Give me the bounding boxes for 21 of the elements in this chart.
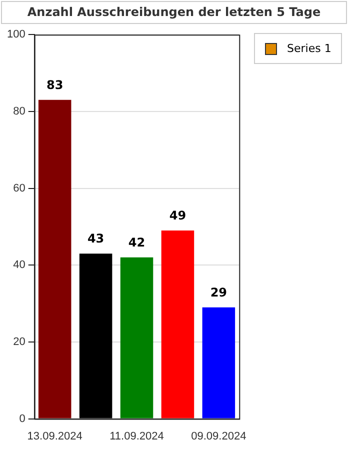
chart-title: Anzahl Ausschreibungen der letzten 5 Tage — [1, 1, 347, 24]
text: Series 1 — [287, 42, 332, 55]
x-tick-label: 13.09.2024 — [27, 430, 82, 442]
bar — [120, 257, 154, 418]
bar — [161, 230, 194, 418]
x-tick-label: 09.09.2024 — [191, 430, 246, 442]
y-tick-label: 60 — [13, 182, 26, 194]
x-tick-label: 11.09.2024 — [110, 430, 164, 442]
data-label: 29 — [210, 286, 228, 300]
y-tick-label: 0 — [19, 412, 26, 425]
data-label: 43 — [87, 232, 104, 246]
bar — [202, 307, 236, 418]
bar — [79, 254, 112, 418]
y-tick-label: 40 — [13, 259, 26, 272]
data-label: 49 — [169, 208, 186, 223]
y-tick-label: 100 — [6, 28, 26, 41]
y-tick-label: 80 — [13, 105, 26, 118]
data-label: 83 — [46, 78, 64, 92]
data-label: 42 — [128, 236, 146, 250]
bar — [38, 100, 72, 418]
y-tick-label: 20 — [13, 336, 26, 348]
